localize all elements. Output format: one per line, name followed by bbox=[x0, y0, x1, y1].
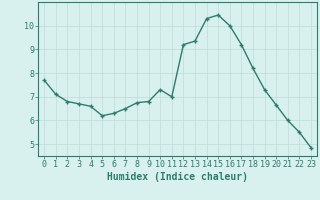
X-axis label: Humidex (Indice chaleur): Humidex (Indice chaleur) bbox=[107, 172, 248, 182]
